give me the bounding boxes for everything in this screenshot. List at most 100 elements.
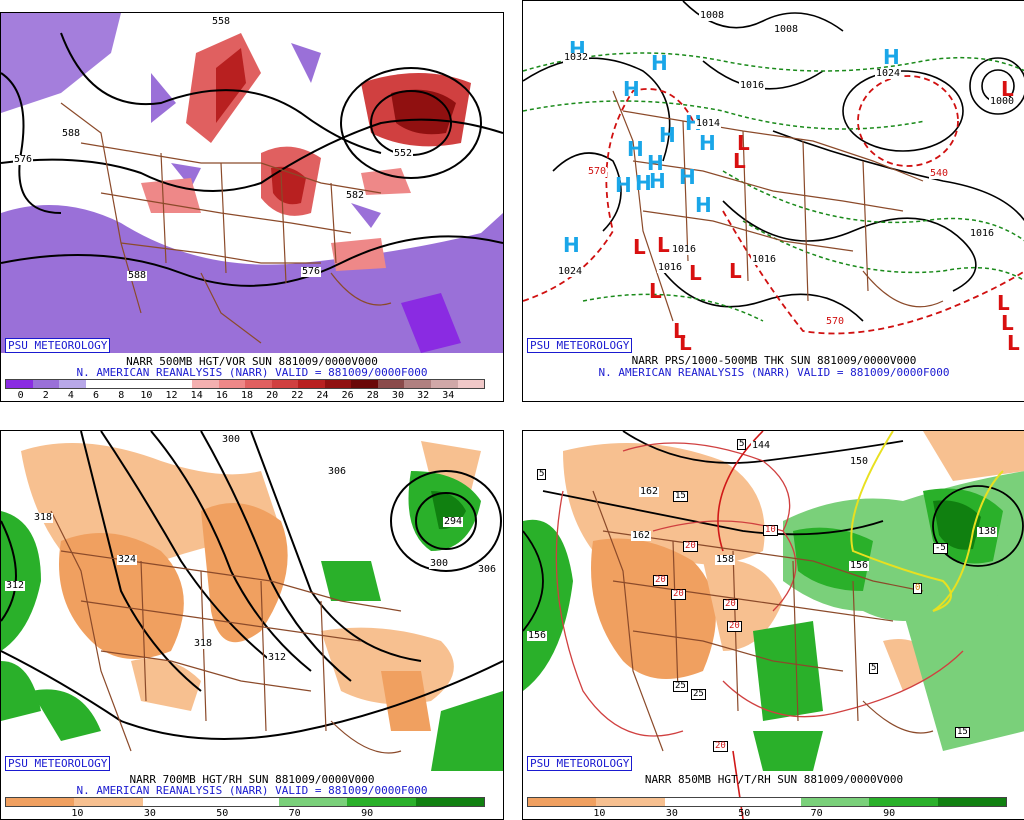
psu-branding: PSU METEOROLOGY: [5, 756, 111, 771]
isobar-label: 1024: [875, 68, 902, 79]
colorbar-swatch: [415, 798, 484, 806]
colorbar-tick-label: 34: [442, 390, 455, 401]
panel-title: NARR 500MB HGT/VOR SUN 881009/0000V000: [126, 355, 378, 368]
psu-branding: PSU METEOROLOGY: [527, 756, 633, 771]
high-pressure-symbol: H: [563, 233, 580, 257]
humidity-colorbar: [527, 797, 1007, 807]
colorbar-tick-label: 18: [240, 390, 254, 401]
low-pressure-symbol: L: [1001, 77, 1014, 101]
colorbar-swatch: [218, 380, 246, 388]
colorbar-swatch: [732, 798, 802, 806]
colorbar-tick-label: 0: [17, 390, 24, 401]
colorbar-tick-label: 26: [341, 390, 354, 401]
colorbar-swatch: [404, 380, 431, 388]
high-pressure-symbol: H: [699, 131, 716, 155]
colorbar-swatch: [112, 380, 139, 388]
colorbar-tick-label: 70: [810, 808, 823, 819]
isobar-label: 1016: [739, 80, 766, 91]
high-pressure-symbol: H: [685, 111, 702, 135]
isobar-label: 1016: [657, 262, 684, 273]
colorbar-tick-label: 50: [216, 808, 229, 819]
low-pressure-symbol: L: [679, 331, 692, 355]
colorbar-tick-label: 8: [118, 390, 125, 401]
colorbar-swatch: [351, 380, 378, 388]
colorbar-tick-label: 10: [140, 390, 153, 401]
low-pressure-symbol: L: [673, 319, 686, 343]
contour-label: 144: [751, 440, 772, 451]
colorbar-swatch: [869, 798, 938, 806]
colorbar-swatch: [298, 380, 325, 388]
colorbar-swatch: [245, 380, 272, 388]
humidity-colorbar: [5, 797, 485, 807]
temperature-label: 25: [691, 689, 706, 700]
temperature-label: 0: [913, 583, 923, 594]
colorbar-tick-label: 32: [417, 390, 430, 401]
isobar-label: 1032: [563, 52, 590, 63]
colorbar-swatch: [271, 380, 299, 388]
colorbar-swatch: [74, 798, 143, 806]
high-pressure-symbol: H: [635, 171, 652, 195]
contour-label: 306: [327, 466, 348, 477]
contour-label: 588: [127, 270, 148, 281]
colorbar-swatch: [6, 798, 75, 806]
contour-label: 552: [393, 148, 414, 159]
colorbar-tick-label: 14: [190, 390, 203, 401]
colorbar-ticks: 10 30 50 70 90: [527, 808, 1005, 819]
humidity-map: [1, 431, 503, 819]
colorbar-tick-label: 90: [883, 808, 896, 819]
high-pressure-symbol: H: [695, 193, 712, 217]
isobar-label: 1014: [695, 118, 722, 129]
high-pressure-symbol: H: [623, 77, 640, 101]
vorticity-colorbar: [5, 379, 485, 389]
panel-500mb-vorticity: 588 576 588 576 582 552 558 PSU METEOROL…: [0, 12, 504, 402]
colorbar-tick-label: 90: [361, 808, 374, 819]
colorbar-swatch: [32, 380, 60, 388]
temperature-label: -5: [933, 543, 948, 554]
colorbar-swatch: [191, 380, 219, 388]
colorbar-tick-label: 12: [165, 390, 178, 401]
contour-label: 576: [301, 266, 322, 277]
low-pressure-symbol: L: [733, 149, 746, 173]
contour-label: 294: [443, 516, 464, 527]
colorbar-tick-label: 30: [391, 390, 404, 401]
temperature-label: 10: [763, 525, 778, 536]
temp-humidity-map: [523, 431, 1024, 819]
colorbar-swatch: [937, 798, 1006, 806]
colorbar-swatch: [85, 380, 113, 388]
low-pressure-symbol: L: [1001, 311, 1014, 335]
isobar-label: 1016: [969, 228, 996, 239]
panel-title: NARR PRS/1000-500MB THK SUN 881009/0000V…: [631, 354, 917, 367]
colorbar-swatch: [279, 798, 348, 806]
low-pressure-symbol: L: [689, 261, 702, 285]
temperature-label: 20: [713, 741, 728, 752]
temperature-label: 20: [727, 621, 742, 632]
colorbar-swatch: [431, 380, 458, 388]
colorbar-swatch: [664, 798, 733, 806]
thickness-label: 570: [587, 166, 608, 177]
low-pressure-symbol: L: [1007, 331, 1020, 355]
high-pressure-symbol: H: [659, 123, 676, 147]
contour-label: 156: [527, 630, 548, 641]
high-pressure-symbol: H: [651, 51, 668, 75]
isobar-label: 1000: [989, 96, 1016, 107]
isobar-label: 1008: [699, 10, 726, 21]
panel-title: NARR 700MB HGT/RH SUN 881009/0000V000: [129, 773, 375, 786]
low-pressure-symbol: L: [729, 259, 742, 283]
high-pressure-symbol: H: [615, 173, 632, 197]
temperature-label: 20: [723, 599, 738, 610]
contour-label: 312: [5, 580, 26, 591]
contour-label: 162: [631, 530, 652, 541]
panel-700mb-humidity: 300 306 318 324 318 312 294 300 306 312 …: [0, 430, 504, 820]
colorbar-tick-label: 6: [93, 390, 100, 401]
colorbar-tick-label: 20: [266, 390, 279, 401]
pressure-map: [523, 1, 1024, 401]
temperature-label: 20: [683, 541, 698, 552]
colorbar-swatch: [377, 380, 405, 388]
contour-label: 324: [117, 554, 138, 565]
colorbar-tick-label: 30: [665, 808, 678, 819]
colorbar-tick-label: 10: [71, 808, 84, 819]
contour-label: 138: [977, 526, 998, 537]
panel-850mb-temp-humidity: 162 158 150 144 156 162 156 138 5 15 20 …: [522, 430, 1024, 820]
colorbar-swatch: [324, 380, 352, 388]
colorbar-tick-label: 24: [316, 390, 329, 401]
